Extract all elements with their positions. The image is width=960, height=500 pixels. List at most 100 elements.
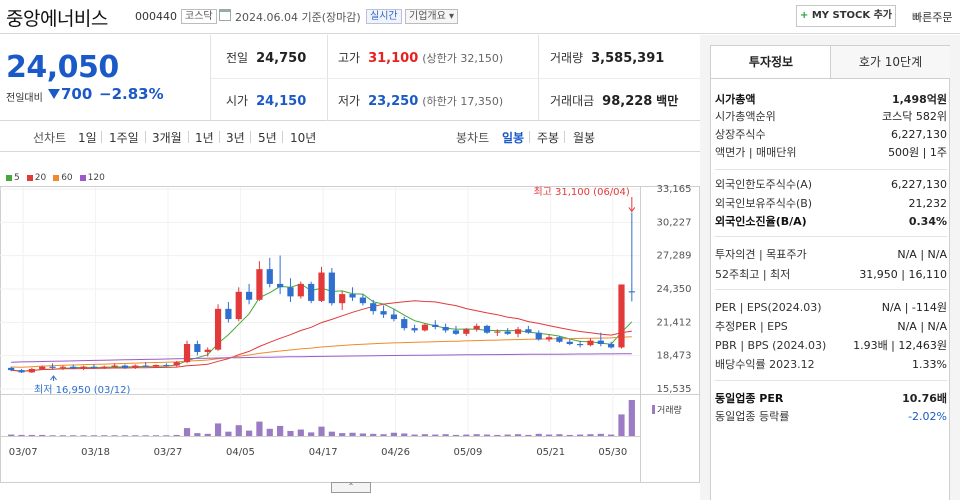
y-tick-label: 15,535: [657, 384, 692, 395]
candle-body: [359, 297, 366, 304]
candle-body: [49, 366, 56, 368]
section-divider: [715, 169, 947, 170]
candle-body: [70, 366, 77, 369]
candle-body: [452, 330, 460, 334]
y-tick-label: 27,289: [657, 251, 692, 262]
candle-body: [111, 365, 118, 367]
candle-body: [90, 366, 98, 368]
line-chart-label: 선차트: [33, 131, 67, 145]
volume-bar: [628, 400, 635, 436]
price-chart[interactable]: 5 20 60 120 33,165 30,227 27,289 24,350 21,412 1…: [0, 153, 700, 483]
volume-bar: [525, 434, 532, 436]
candle-body: [39, 366, 46, 369]
candle-body: [173, 362, 180, 366]
info-row-value: 31,950 | 16,110: [859, 268, 947, 281]
volume-bar: [390, 432, 398, 436]
y-tick-label: 24,350: [657, 284, 692, 295]
volume-bar: [421, 434, 429, 436]
candle-weekly[interactable]: 주봉: [537, 131, 560, 145]
info-row-label: PER | EPS(2024.03): [715, 301, 822, 314]
candle-body: [514, 329, 522, 334]
info-row-label: 배당수익률 2023.12: [715, 358, 815, 371]
period-5y[interactable]: 5년: [258, 131, 277, 145]
quick-order-button[interactable]: 빠른주문: [912, 11, 953, 24]
period-1w[interactable]: 1주일: [109, 131, 139, 145]
tab-investment-info[interactable]: 투자정보: [711, 46, 831, 78]
candle-body: [142, 365, 149, 367]
candle-body: [297, 283, 304, 297]
info-row: 배당수익률 2023.12 1.33%: [715, 356, 947, 374]
info-row-label: 52주최고 | 최저: [715, 268, 791, 281]
info-row-value: 6,227,130: [891, 128, 947, 141]
collapse-handle[interactable]: ⌃: [331, 482, 371, 493]
min-annotation: 최저 16,950 (03/12): [34, 384, 130, 396]
info-row-value: 1.33%: [912, 358, 947, 371]
candle-body: [535, 332, 542, 340]
volume-bar: [339, 433, 346, 436]
volume-bar: [452, 434, 460, 436]
max-arrow-head: [628, 207, 636, 213]
info-row: 52주최고 | 최저 31,950 | 16,110: [715, 266, 947, 284]
volume-bar: [287, 430, 294, 436]
info-row-label: 시가총액순위: [715, 110, 776, 123]
volume-bar: [411, 434, 418, 436]
candle-body: [597, 340, 604, 345]
volume-bar: [597, 433, 604, 436]
period-10y[interactable]: 10년: [290, 131, 317, 145]
period-3y[interactable]: 3년: [226, 131, 245, 145]
candle-body: [442, 327, 449, 331]
period-3m[interactable]: 3개월: [152, 131, 182, 145]
section-divider: [715, 289, 947, 290]
volume-bar: [225, 431, 232, 436]
info-row: 동일업종 PER 10.76배: [715, 390, 947, 408]
info-row-value: 21,232: [908, 197, 948, 210]
y-tick-label: 33,165: [657, 184, 692, 195]
section-divider: [715, 236, 947, 237]
current-price: 24,050: [6, 50, 119, 85]
y-tick-label: 18,473: [657, 351, 692, 362]
high-price: 고가 31,100 (상한가 32,150): [338, 51, 504, 66]
info-row: 추정PER | EPS N/A | N/A: [715, 318, 947, 336]
candle-body: [194, 344, 201, 352]
info-row: 시가총액순위 코스닥 582위: [715, 108, 947, 126]
candle-body: [152, 365, 160, 367]
info-row-value: N/A | N/A: [897, 248, 947, 261]
quote-date: 2024.06.04 기준(장마감): [235, 11, 361, 24]
candle-chart-label: 봉차트: [456, 131, 490, 145]
legend-item-ma20: 20: [26, 173, 46, 183]
info-row: 시가총액 1,498억원: [715, 91, 947, 109]
volume-bar: [494, 434, 501, 436]
company-overview-dropdown[interactable]: 기업개요 ▾: [405, 9, 458, 24]
volume-bar: [535, 433, 542, 436]
volume-bar: [39, 434, 46, 436]
candle-daily[interactable]: 일봉: [502, 131, 525, 145]
volume-bar: [442, 434, 449, 436]
volume: 거래량 3,585,391: [550, 51, 665, 66]
info-panel: 투자정보 호가 10단계 시가총액 1,498억원 시가총액순위 코스닥 582위 상장…: [700, 35, 960, 500]
candle-body: [225, 308, 232, 320]
candlestick-chart[interactable]: 33,165 30,227 27,289 24,350 21,412 18,473 15,5…: [0, 153, 700, 483]
candle-body: [618, 284, 625, 348]
quote-summary: 24,050 전일대비 700 −2.83% 전일 24,750 고가 31,100…: [0, 35, 700, 121]
volume-bar: [556, 434, 563, 436]
x-tick-label: 05/21: [536, 447, 565, 458]
volume-bar: [132, 435, 139, 436]
candle-body: [390, 314, 398, 320]
candle-monthly[interactable]: 월봉: [573, 131, 596, 145]
info-row-label: 동일업종 등락률: [715, 410, 790, 423]
period-1y[interactable]: 1년: [195, 131, 214, 145]
candle-body: [628, 291, 635, 293]
tab-order-book[interactable]: 호가 10단계: [830, 46, 950, 78]
volume-bar: [401, 433, 408, 436]
volume-bar: [204, 433, 211, 436]
add-mystock-button[interactable]: + MY STOCK 추가: [796, 5, 896, 27]
candle-body: [432, 324, 439, 328]
info-row: 액면가 | 매매단위 500원 | 1주: [715, 144, 947, 162]
legend-item-ma5: 5: [6, 173, 20, 183]
period-1d[interactable]: 1일: [78, 131, 97, 145]
candle-body: [483, 325, 491, 333]
realtime-button[interactable]: 실시간: [366, 9, 402, 24]
volume-bar: [111, 435, 118, 436]
volume-bar: [245, 430, 253, 436]
candle-body: [463, 329, 470, 334]
